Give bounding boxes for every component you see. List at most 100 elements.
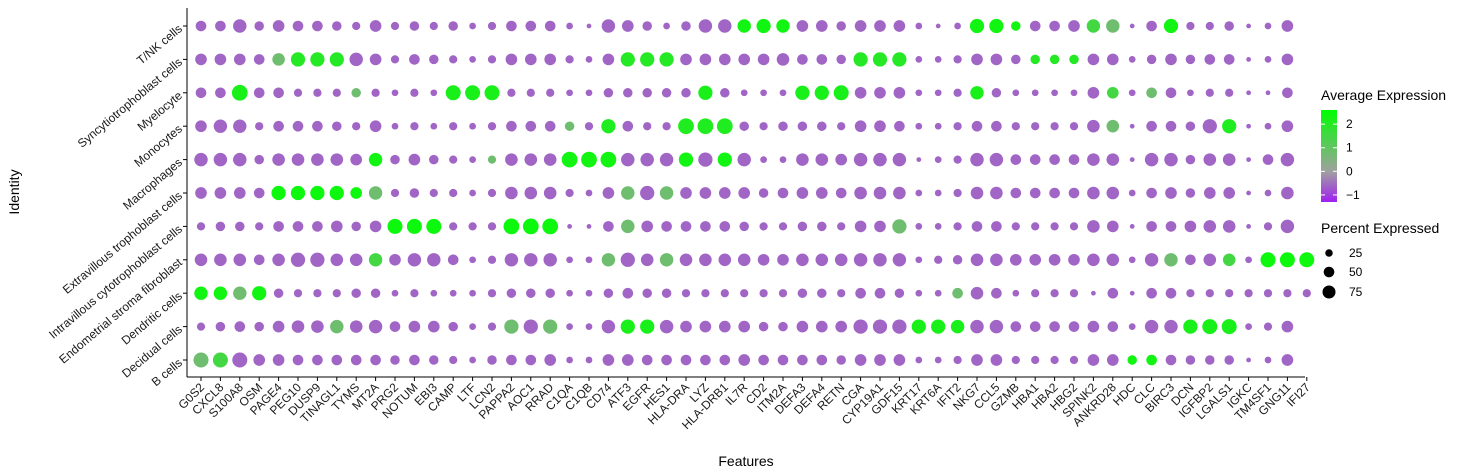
- dot-retn-macrophages: [835, 153, 848, 166]
- dot-hba1-b-cells: [1031, 355, 1040, 365]
- dot-retn-decidual-cells: [835, 320, 848, 333]
- dot-lyz-dendritic-cells: [701, 289, 710, 298]
- dot-tm4sf1-extravillous-trophoblast-cells: [1264, 189, 1272, 197]
- dot-ltf-b-cells: [469, 356, 476, 364]
- dot-rrad-macrophages: [543, 153, 557, 166]
- dot-prg2-t-nk-cells: [390, 21, 400, 31]
- dot-aoc1-myelocyte: [526, 88, 535, 97]
- dot-dcn-extravillous-trophoblast-cells: [1185, 188, 1196, 198]
- dot-gdf15-t-nk-cells: [893, 20, 906, 32]
- dot-camp-macrophages: [449, 155, 458, 164]
- dot-il7r-b-cells: [738, 354, 751, 366]
- dot-birc3-extravillous-trophoblast-cells: [1165, 187, 1177, 199]
- dot-spink2-myelocyte: [1087, 86, 1100, 99]
- dot-ifit2-macrophages: [953, 155, 962, 164]
- dot-hba1-intravillous-cytotrophoblast-cells: [1031, 222, 1040, 231]
- dot-tm4sf1-intravillous-cytotrophoblast-cells: [1263, 222, 1273, 231]
- dot-c1qa-t-nk-cells: [566, 22, 573, 30]
- dot-c1qa-macrophages: [561, 151, 578, 168]
- dot-hes1-dendritic-cells: [661, 288, 672, 298]
- color-legend-label: 2: [1346, 117, 1353, 131]
- dot-notum-macrophages: [408, 153, 421, 166]
- dot-cd74-endometrial-stroma-fibroblast: [601, 253, 616, 267]
- dot-notum-syncytiotrophoblast-cells: [409, 54, 420, 65]
- dot-ankrd28-syncytiotrophoblast-cells: [1106, 53, 1119, 66]
- dot-gzmb-extravillous-trophoblast-cells: [1010, 187, 1022, 199]
- dot-c1qb-macrophages: [581, 151, 597, 168]
- dot-egfr-endometrial-stroma-fibroblast: [640, 253, 654, 267]
- dot-mt2a-decidual-cells: [368, 319, 383, 334]
- dot-krt17-myelocyte: [915, 89, 923, 97]
- dot-prg2-decidual-cells: [389, 321, 401, 332]
- dot-cd2-monocytes: [759, 122, 768, 131]
- dot-pappa2-intravillous-cytotrophoblast-cells: [503, 218, 520, 235]
- dot-c1qa-dendritic-cells: [566, 289, 573, 297]
- dot-igkc-dendritic-cells: [1244, 289, 1253, 298]
- dot-ifit2-monocytes: [953, 122, 962, 131]
- dot-s100a8-endometrial-stroma-fibroblast: [233, 253, 247, 267]
- dot-dusp9-endometrial-stroma-fibroblast: [310, 252, 325, 267]
- dot-atf3-extravillous-trophoblast-cells: [621, 186, 635, 200]
- dot-ebi3-myelocyte: [430, 89, 438, 97]
- dot-tinagl1-intravillous-cytotrophoblast-cells: [330, 220, 343, 233]
- dot-retn-endometrial-stroma-fibroblast: [834, 253, 848, 267]
- dot-hbg2-t-nk-cells: [1068, 20, 1080, 32]
- dot-clc-monocytes: [1146, 120, 1157, 132]
- dot-osm-endometrial-stroma-fibroblast: [253, 254, 265, 266]
- dot-aoc1-t-nk-cells: [525, 20, 537, 32]
- dot-camp-b-cells: [449, 355, 458, 365]
- dot-hdc-b-cells: [1127, 355, 1137, 365]
- dot-nkg7-myelocyte: [970, 86, 984, 100]
- dot-peg10-monocytes: [292, 120, 304, 132]
- dot-ifit2-b-cells: [953, 355, 962, 365]
- dot-cyp19a1-extravillous-trophoblast-cells: [873, 186, 887, 200]
- dot-birc3-intravillous-cytotrophoblast-cells: [1165, 221, 1177, 232]
- dot-ifi27-endometrial-stroma-fibroblast: [1299, 252, 1315, 268]
- dot-mt2a-syncytiotrophoblast-cells: [369, 53, 382, 66]
- size-legend-label: 50: [1349, 265, 1363, 279]
- dot-mt2a-t-nk-cells: [369, 20, 382, 32]
- dot-s100a8-t-nk-cells: [233, 19, 247, 33]
- dot-pappa2-syncytiotrophoblast-cells: [505, 53, 518, 66]
- dot-pappa2-extravillous-trophoblast-cells: [505, 186, 518, 200]
- dot-prg2-endometrial-stroma-fibroblast: [389, 253, 401, 266]
- dot-aoc1-endometrial-stroma-fibroblast: [524, 253, 538, 267]
- dot-hes1-intravillous-cytotrophoblast-cells: [661, 221, 672, 232]
- dot-atf3-dendritic-cells: [622, 287, 634, 299]
- dot-hla-dra-monocytes: [678, 118, 694, 135]
- dot-dcn-macrophages: [1185, 154, 1196, 165]
- dot-il7r-myelocyte: [740, 89, 748, 97]
- dot-s100a8-extravillous-trophoblast-cells: [233, 187, 246, 199]
- dot-ccl5-monocytes: [991, 120, 1002, 132]
- dot-ltf-syncytiotrophoblast-cells: [469, 56, 476, 63]
- dot-g0s2-dendritic-cells: [194, 286, 208, 300]
- dot-camp-syncytiotrophoblast-cells: [449, 55, 458, 64]
- dot-aoc1-dendritic-cells: [526, 288, 536, 298]
- dot-osm-t-nk-cells: [254, 21, 264, 31]
- dot-defa3-syncytiotrophoblast-cells: [797, 54, 808, 65]
- dot-cxcl8-extravillous-trophoblast-cells: [214, 187, 227, 199]
- dot-igkc-t-nk-cells: [1246, 23, 1251, 29]
- color-legend-label: 1: [1346, 141, 1353, 155]
- dot-aoc1-monocytes: [525, 120, 537, 132]
- dot-s100a8-intravillous-cytotrophoblast-cells: [235, 221, 245, 232]
- dot-osm-myelocyte: [253, 87, 265, 99]
- dot-defa4-myelocyte: [814, 85, 829, 100]
- dot-tinagl1-macrophages: [330, 153, 344, 166]
- dot-lyz-endometrial-stroma-fibroblast: [699, 253, 712, 267]
- dot-rrad-myelocyte: [546, 88, 555, 97]
- dot-nkg7-monocytes: [971, 120, 983, 132]
- dot-il7r-syncytiotrophoblast-cells: [738, 53, 751, 66]
- dot-page4-b-cells: [272, 354, 285, 366]
- dot-s100a8-dendritic-cells: [233, 286, 247, 300]
- dot-tinagl1-endometrial-stroma-fibroblast: [330, 253, 344, 267]
- dot-hba2-endometrial-stroma-fibroblast: [1048, 253, 1061, 266]
- dot-tinagl1-t-nk-cells: [332, 21, 342, 31]
- dot-cyp19a1-myelocyte: [874, 86, 886, 99]
- dot-lyz-b-cells: [700, 354, 711, 366]
- dot-hes1-syncytiotrophoblast-cells: [659, 52, 674, 67]
- dot-camp-dendritic-cells: [449, 289, 457, 297]
- size-legend-dot: [1322, 285, 1336, 299]
- size-legend-title: Percent Expressed: [1321, 220, 1439, 236]
